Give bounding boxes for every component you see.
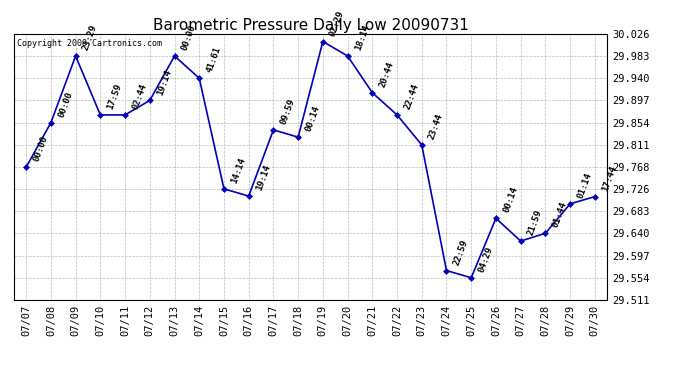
Text: 14:14: 14:14 <box>230 156 247 184</box>
Text: 19:14: 19:14 <box>155 68 173 96</box>
Text: 02:29: 02:29 <box>328 9 346 38</box>
Text: 18:14: 18:14 <box>353 24 371 52</box>
Text: 17:59: 17:59 <box>106 82 124 111</box>
Text: 00:14: 00:14 <box>502 186 519 214</box>
Text: 00:00: 00:00 <box>57 90 74 118</box>
Text: 23:44: 23:44 <box>427 112 445 141</box>
Text: 41:61: 41:61 <box>205 46 222 74</box>
Text: 21:59: 21:59 <box>526 209 544 237</box>
Text: Copyright 2009 Cartronics.com: Copyright 2009 Cartronics.com <box>17 39 161 48</box>
Text: 00:14: 00:14 <box>304 105 322 133</box>
Text: 00:00: 00:00 <box>32 135 50 163</box>
Text: 09:59: 09:59 <box>279 98 297 126</box>
Text: 00:00: 00:00 <box>180 24 198 52</box>
Text: 01:14: 01:14 <box>575 171 593 200</box>
Text: 19:14: 19:14 <box>254 164 272 192</box>
Text: 23:29: 23:29 <box>81 24 99 52</box>
Text: 02:44: 02:44 <box>130 82 148 111</box>
Title: Barometric Pressure Daily Low 20090731: Barometric Pressure Daily Low 20090731 <box>152 18 469 33</box>
Text: 04:29: 04:29 <box>477 245 495 274</box>
Text: 20:44: 20:44 <box>378 60 395 88</box>
Text: 22:59: 22:59 <box>452 238 470 266</box>
Text: 22:44: 22:44 <box>402 82 420 111</box>
Text: 17:44: 17:44 <box>600 164 618 192</box>
Text: 01:44: 01:44 <box>551 201 569 229</box>
